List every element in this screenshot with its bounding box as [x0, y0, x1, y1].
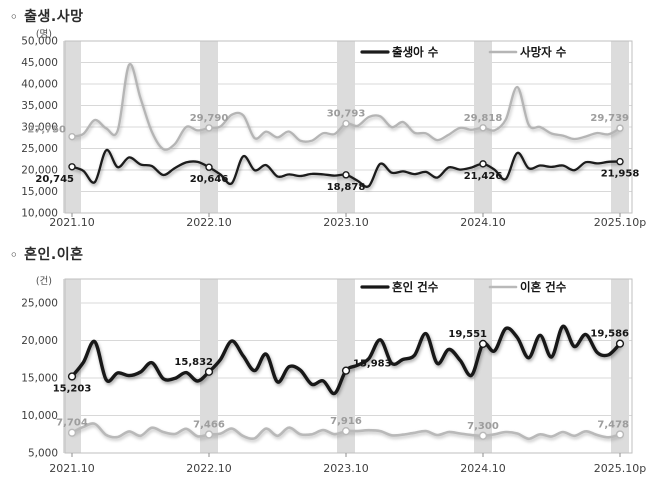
data-point-marker	[341, 427, 351, 436]
axis-unit-label: (건)	[36, 276, 52, 287]
data-point-label: 19,551	[448, 329, 487, 340]
data-point-label: 7,704	[56, 418, 88, 429]
plot-border	[64, 278, 633, 454]
data-point-label: 7,478	[597, 419, 629, 430]
x-tick-label: 2021.10	[49, 216, 95, 229]
section-title-text: 혼인.이혼	[24, 247, 84, 263]
y-tick-label: 10,000	[21, 208, 58, 220]
y-tick-label: 15,000	[21, 373, 58, 385]
y-tick-label: 10,000	[21, 410, 58, 422]
data-point-marker	[204, 430, 214, 439]
data-point-label: 7,466	[193, 420, 225, 431]
x-tick-label: 2022.10	[186, 216, 232, 229]
data-point-label: 15,983	[353, 359, 392, 370]
x-tick-label: 2021.10	[49, 462, 95, 475]
data-point-marker	[205, 124, 213, 132]
data-point-label: 15,832	[174, 357, 213, 368]
deaths-markers: 27,750 29,790 30,793 29,818 29,739	[27, 109, 629, 141]
data-point-label: 30,793	[327, 109, 366, 120]
axis-unit-label: (명)	[36, 29, 52, 40]
section-title-marriage-divorce: ◦ 혼인.이혼	[10, 244, 84, 264]
y-tick-label: 25,000	[21, 298, 58, 310]
data-point-marker	[479, 160, 487, 168]
data-point-label: 29,790	[190, 113, 229, 124]
y-tick-label: 15,000	[21, 186, 58, 198]
x-tick-label: 2023.10	[323, 216, 369, 229]
divorces-legend-label: 이혼 건수	[520, 280, 567, 294]
y-axis-labels: 5,000 10,000 15,000 20,000 25,000	[21, 298, 58, 460]
y-tick-label: 20,000	[21, 335, 58, 347]
data-point-label: 7,300	[467, 421, 499, 432]
x-tick-label: 2023.10	[323, 462, 369, 475]
y-axis-labels: 10,000 15,000 20,000 25,000 30,000 35,000 40,0…	[21, 36, 58, 220]
x-tick-label: 2022.10	[186, 462, 232, 475]
section-title-births-deaths: ◦ 출생.사망	[10, 6, 84, 26]
data-point-label: 27,750	[27, 125, 66, 136]
data-point-label: 20,646	[190, 174, 229, 185]
data-point-marker	[205, 163, 213, 171]
x-tick-label: 2024.10	[460, 462, 506, 475]
y-tick-label: 50,000	[21, 36, 58, 48]
x-axis-labels: 2021.10 2022.10 2023.10 2024.10 2025.10p	[49, 453, 646, 475]
x-tick-label: 2025.10p	[594, 462, 646, 475]
data-point-label: 21,426	[464, 171, 503, 182]
highlight-band	[63, 279, 81, 453]
legend: 출생아 수 사망자 수	[360, 45, 567, 59]
highlight-band	[337, 279, 355, 453]
data-point-marker	[68, 163, 76, 171]
data-point-label: 29,818	[464, 113, 503, 124]
y-tick-label: 40,000	[21, 79, 58, 91]
data-point-marker	[342, 119, 350, 128]
highlight-band	[474, 279, 492, 453]
x-axis-labels: 2021.10 2022.10 2023.10 2024.10 2025.10p	[49, 213, 646, 229]
data-point-marker	[341, 366, 351, 375]
highlight-band	[200, 279, 218, 453]
data-point-label: 29,739	[590, 113, 629, 124]
marriages-legend-label: 혼인 건수	[392, 280, 439, 294]
deaths-legend-label: 사망자 수	[520, 45, 567, 59]
data-point-label: 15,203	[53, 383, 92, 394]
y-tick-label: 45,000	[21, 57, 58, 69]
bullet-icon: ◦	[10, 10, 19, 24]
data-point-marker	[616, 157, 624, 166]
data-point-marker	[478, 431, 488, 440]
y-tick-label: 35,000	[21, 100, 58, 112]
divorces-markers: 7,704 7,466 7,916 7,300 7,478	[56, 416, 629, 440]
data-point-marker	[478, 339, 488, 348]
data-point-label: 21,958	[601, 169, 640, 180]
data-point-marker	[67, 372, 77, 381]
y-tick-label: 5,000	[28, 448, 58, 460]
marriages-markers: 15,203 15,832 15,983 19,551 19,586	[53, 329, 629, 395]
highlight-bands	[63, 279, 629, 453]
data-point-label: 20,745	[35, 174, 74, 185]
plot-border	[64, 40, 633, 214]
data-point-marker	[479, 124, 487, 132]
data-point-marker	[204, 367, 214, 376]
legend: 혼인 건수 이혼 건수	[360, 280, 567, 294]
births-markers: 20,745 20,646 18,878 21,426 21,958	[35, 157, 640, 193]
section-title-text: 출생.사망	[24, 9, 84, 25]
y-tick-label: 25,000	[21, 143, 58, 155]
highlight-band	[63, 41, 81, 213]
highlight-band	[611, 279, 629, 453]
bullet-icon: ◦	[10, 248, 19, 262]
births-deaths-chart: 10,000 15,000 20,000 25,000 30,000 35,000 40,0…	[21, 29, 646, 229]
data-point-label: 19,586	[590, 329, 629, 340]
births-legend-label: 출생아 수	[392, 45, 439, 59]
data-point-label: 18,878	[327, 182, 366, 193]
data-point-marker	[68, 132, 76, 141]
data-point-marker	[67, 428, 77, 437]
data-point-marker	[616, 124, 624, 132]
x-tick-label: 2024.10	[460, 216, 506, 229]
data-point-marker	[615, 430, 625, 439]
data-point-label: 7,916	[330, 416, 362, 427]
data-point-marker	[615, 339, 625, 348]
x-tick-label: 2025.10p	[594, 216, 646, 229]
data-point-marker	[342, 171, 350, 179]
y-tick-label: 20,000	[21, 165, 58, 177]
y-tick-label: 30,000	[21, 122, 58, 134]
